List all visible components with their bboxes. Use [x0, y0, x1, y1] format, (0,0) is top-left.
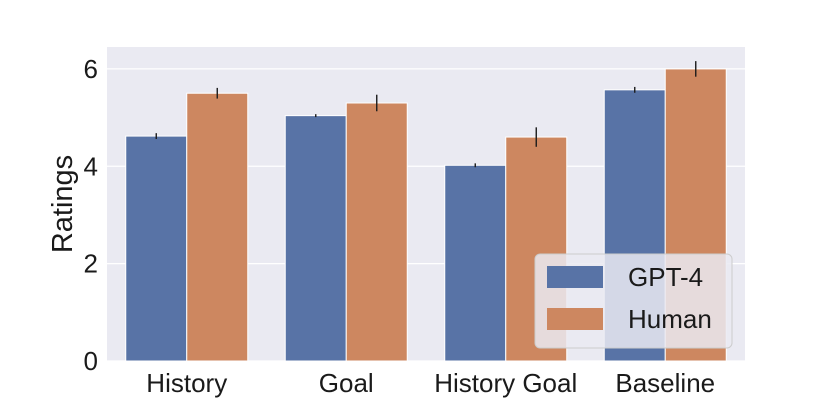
x-tick-label: Goal: [319, 368, 374, 398]
bar-gpt-4: [125, 135, 188, 362]
bar-human: [186, 92, 249, 362]
y-axis-label: Ratings: [47, 155, 79, 253]
x-axis-ticks: History Goal History Goal Baseline: [146, 368, 715, 398]
bars: [125, 68, 727, 362]
x-tick-label: Baseline: [615, 368, 715, 398]
y-tick-label: 2: [84, 249, 98, 279]
bar-gpt-4: [444, 164, 507, 362]
bar-gpt-4: [284, 115, 347, 362]
y-tick-label: 0: [84, 346, 98, 376]
legend-label: GPT-4: [628, 262, 703, 292]
y-axis-ticks: 0 2 4 6: [84, 54, 98, 376]
legend-label: Human: [628, 304, 712, 334]
y-tick-label: 6: [84, 54, 98, 84]
x-tick-label: History: [146, 368, 227, 398]
y-tick-label: 4: [84, 151, 98, 181]
legend-swatch: [547, 266, 603, 288]
legend-swatch: [547, 308, 603, 330]
x-tick-label: History Goal: [434, 368, 577, 398]
bar-human: [345, 102, 408, 362]
error-bars: [155, 61, 697, 168]
legend: GPT-4 Human: [534, 253, 733, 349]
